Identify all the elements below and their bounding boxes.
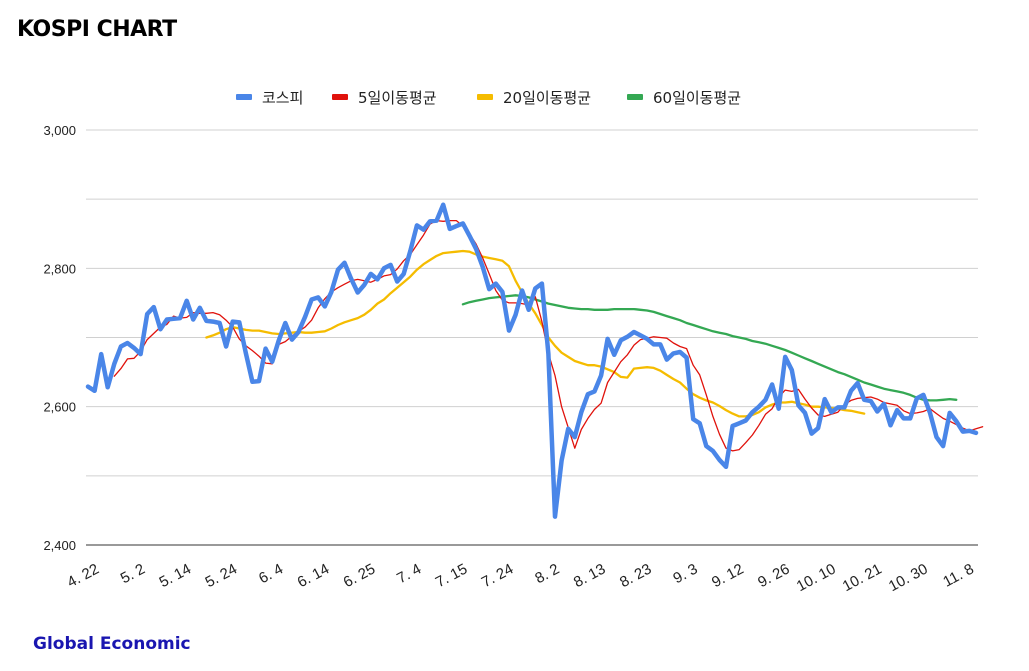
x-tick-label: 5. 24: [203, 561, 240, 592]
x-tick-label: 6. 4: [256, 561, 286, 588]
legend-label: 코스피: [262, 89, 303, 107]
x-tick-label: 9. 3: [670, 561, 700, 588]
x-tick-label: 10. 21: [840, 561, 885, 596]
x-tick-label: 7. 24: [479, 561, 516, 592]
footer-source: Global Economic: [33, 634, 191, 654]
x-tick-label: 8. 23: [617, 561, 654, 592]
x-tick-label: 7. 15: [433, 561, 470, 592]
x-tick-label: 9. 12: [709, 561, 746, 592]
legend-swatch: [332, 94, 348, 100]
y-axis-ticks: 2,400 2,600 2,800 3,000: [43, 123, 76, 553]
chart-series-lines: [85, 202, 984, 519]
x-tick-label: 11. 8: [940, 561, 976, 591]
chart-legend: 코스피 5일이동평균 20일이동평균 60일이동평균: [236, 89, 741, 107]
y-tick-label: 2,400: [43, 538, 76, 553]
x-tick-label: 6. 14: [295, 561, 332, 592]
legend-label: 20일이동평균: [503, 89, 591, 107]
legend-label: 60일이동평균: [653, 89, 741, 107]
x-tick-label: 9. 26: [755, 561, 792, 592]
series-line-0: [85, 202, 979, 519]
series-line-3: [461, 294, 958, 402]
x-tick-label: 7. 4: [394, 561, 424, 588]
legend-swatch: [627, 94, 643, 100]
legend-label: 5일이동평균: [358, 89, 437, 107]
legend-swatch: [477, 94, 493, 100]
page-title: KOSPI CHART: [17, 17, 177, 42]
x-tick-label: 4. 22: [64, 561, 101, 592]
x-tick-label: 10. 30: [886, 561, 931, 596]
x-tick-label: 5. 2: [118, 561, 148, 588]
legend-swatch: [236, 94, 252, 100]
y-tick-label: 2,600: [43, 400, 76, 415]
series-line-2: [205, 249, 866, 418]
chart-gridlines: [86, 129, 978, 546]
x-axis-ticks: 4. 22 5. 2 5. 14 5. 24 6. 4 6. 14 6. 25 7. 4 7. …: [64, 561, 976, 596]
x-tick-label: 8. 13: [571, 561, 608, 592]
y-tick-label: 2,800: [43, 261, 76, 276]
x-tick-label: 8. 2: [532, 561, 562, 588]
x-tick-label: 6. 25: [341, 561, 378, 592]
x-tick-label: 10. 10: [794, 561, 839, 596]
x-tick-label: 5. 14: [157, 561, 194, 592]
y-tick-label: 3,000: [43, 123, 76, 138]
